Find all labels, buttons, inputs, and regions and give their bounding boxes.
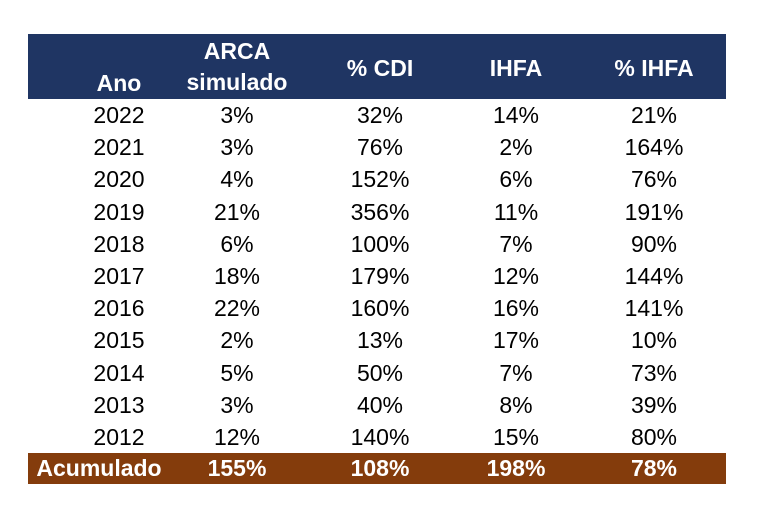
cell-arca: 3% [220,102,254,128]
table-row: 2018 6% 100% 7% 90% [28,228,726,260]
cell-pct-ihfa: 141% [624,295,684,322]
cell-ihfa: 7% [499,359,533,386]
cell-ano: 2022 [93,102,145,128]
table-row: 2022 3% 32% 14% 21% [28,99,726,131]
cell-arca: 5% [220,359,254,386]
cell-ihfa: 12% [492,262,540,289]
total-ihfa: 198% [486,455,546,481]
table-row: 2012 12% 140% 15% 80% [28,421,726,453]
cell-arca: 22% [213,295,261,322]
cell-ihfa: 11% [493,198,539,225]
cell-ano: 2018 [93,230,145,257]
cell-cdi: 152% [350,166,410,193]
cell-ano: 2021 [93,134,145,161]
cell-ano: 2013 [93,391,145,418]
cell-cdi: 160% [350,295,410,322]
cell-arca: 21% [213,198,261,225]
cell-arca: 2% [220,327,254,354]
cell-cdi: 356% [350,198,410,225]
table-row: 2017 18% 179% 12% 144% [28,260,726,292]
header-ano: Ano [96,70,142,96]
table-body: 2022 3% 32% 14% 21% 2021 3% 76% 2% 164% 2020 4% 152%… [28,99,726,453]
header-arca-simulado: ARCA simulado [174,38,300,95]
cell-pct-ihfa: 144% [624,262,684,289]
cell-ihfa: 7% [499,230,533,257]
cell-pct-ihfa: 76% [630,166,678,193]
cell-cdi: 140% [350,423,410,450]
cell-pct-ihfa: 73% [630,359,678,386]
table-row: 2021 3% 76% 2% 164% [28,131,726,163]
cell-arca: 12% [213,423,261,450]
cell-arca: 3% [220,134,254,161]
cell-arca: 4% [220,166,254,193]
header-pct-ihfa: % IHFA [614,55,694,81]
cell-cdi: 40% [356,391,404,418]
total-cdi: 108% [350,455,410,481]
cell-ano: 2017 [93,262,145,289]
table-row: 2016 22% 160% 16% 141% [28,292,726,324]
header-pct-cdi: % CDI [346,55,414,81]
table-row: 2013 3% 40% 8% 39% [28,389,726,421]
cell-cdi: 50% [356,359,404,386]
cell-pct-ihfa: 90% [630,230,678,257]
cell-arca: 18% [213,262,261,289]
cell-cdi: 13% [356,327,404,354]
total-row: Acumulado 155% 108% 198% 78% [28,453,726,484]
table-row: 2019 21% 356% 11% 191% [28,196,726,228]
cell-ihfa: 2% [499,134,533,161]
table-row: 2014 5% 50% 7% 73% [28,357,726,389]
cell-arca: 3% [220,391,254,418]
header-arca-line2: simulado [186,69,288,95]
cell-ihfa: 16% [492,295,540,322]
cell-ihfa: 8% [499,391,533,418]
cell-ihfa: 15% [492,423,540,450]
total-arca: 155% [207,455,267,481]
cell-pct-ihfa: 80% [630,423,678,450]
cell-cdi: 76% [356,134,404,161]
cell-cdi: 100% [350,230,410,257]
cell-ano: 2020 [93,166,145,193]
cell-ano: 2015 [93,327,145,354]
cell-ihfa: 6% [499,166,533,193]
cell-ano: 2012 [93,423,145,450]
cell-cdi: 179% [350,262,410,289]
table-row: 2020 4% 152% 6% 76% [28,163,726,195]
cell-ano: 2016 [93,295,145,322]
cell-ihfa: 14% [492,102,540,128]
header-arca-line1: ARCA [203,38,271,64]
cell-ano: 2014 [93,359,145,386]
cell-pct-ihfa: 10% [630,327,678,354]
cell-pct-ihfa: 39% [630,391,678,418]
cell-pct-ihfa: 164% [624,134,684,161]
cell-arca: 6% [220,230,254,257]
cell-ihfa: 17% [492,327,540,354]
table-row: 2015 2% 13% 17% 10% [28,324,726,356]
cell-ano: 2019 [93,198,145,225]
total-pct-ihfa: 78% [630,455,678,481]
cell-cdi: 32% [356,102,404,128]
header-ihfa: IHFA [489,55,543,81]
total-label: Acumulado [36,455,162,481]
table-header: Ano ARCA simulado % CDI IHFA % IHFA [28,34,726,99]
cell-pct-ihfa: 21% [630,102,678,128]
cell-pct-ihfa: 191% [624,198,684,225]
